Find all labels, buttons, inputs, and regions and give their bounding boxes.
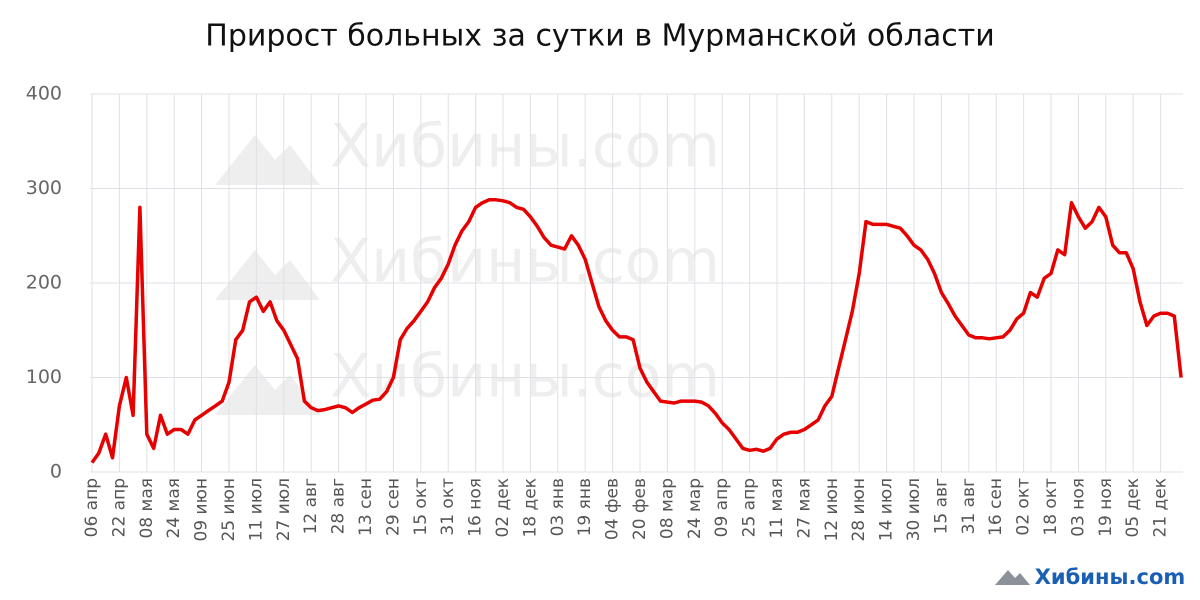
logo-icon	[995, 570, 1030, 585]
x-tick-label: 11 мая	[767, 478, 787, 539]
x-tick-label: 27 мая	[794, 478, 814, 539]
x-tick-label: 19 ноя	[1096, 478, 1116, 537]
x-tick-label: 13 сен	[356, 478, 376, 536]
line	[90, 198, 1183, 464]
x-tick-label: 08 мая	[137, 478, 157, 539]
y-tick-label: 0	[50, 461, 62, 483]
watermark: Хибины.com	[330, 227, 720, 297]
watermark-icon	[215, 365, 320, 415]
x-tick-label: 22 апр	[109, 478, 129, 537]
x-tick-label: 15 авг	[931, 478, 951, 534]
x-tick-label: 16 ноя	[466, 478, 486, 537]
x-tick-label: 31 окт	[438, 478, 458, 536]
x-tick-label: 27 июл	[274, 478, 294, 541]
y-tick-label: 400	[26, 83, 62, 105]
x-tick-label: 18 окт	[1041, 478, 1061, 536]
x-tick-label: 09 июн	[192, 478, 212, 542]
y-tick-label: 200	[26, 272, 62, 294]
x-tick-label: 11 июл	[246, 478, 266, 541]
watermark: Хибины.com	[330, 112, 720, 182]
x-tick-label: 04 фев	[603, 478, 623, 540]
x-tick-label: 18 дек	[520, 478, 540, 538]
y-tick-label: 300	[26, 177, 62, 199]
x-tick-label: 24 мар	[685, 478, 705, 539]
x-tick-label: 12 авг	[301, 478, 321, 534]
x-tick-label: 25 апр	[740, 478, 760, 537]
x-tick-label: 30 июл	[904, 478, 924, 541]
x-tick-label: 08 мар	[657, 478, 677, 539]
x-tick-label: 24 мая	[164, 478, 184, 539]
watermarks	[215, 135, 320, 415]
x-tick-label: 25 июн	[219, 478, 239, 542]
x-tick-label: 29 сен	[383, 478, 403, 536]
y-tick-label: 100	[26, 366, 62, 388]
x-tick-label: 19 янв	[575, 478, 595, 536]
chart-title: Прирост больных за сутки в Мурманской об…	[205, 19, 994, 54]
x-tick-label: 21 дек	[1151, 478, 1171, 538]
x-tick-label: 09 апр	[712, 478, 732, 537]
x-tick-label: 14 июл	[877, 478, 897, 541]
x-tick-label: 02 дек	[493, 478, 513, 538]
watermark-icon	[215, 135, 320, 185]
x-tick-label: 03 янв	[548, 478, 568, 536]
x-tick-label: 03 ноя	[1068, 478, 1088, 537]
x-tick-label: 06 апр	[82, 478, 102, 537]
watermark-icon	[215, 250, 320, 300]
x-tick-label: 20 фев	[630, 478, 650, 540]
x-tick-label: 28 авг	[329, 478, 349, 534]
x-tick-label: 16 сен	[986, 478, 1006, 536]
x-tick-label: 05 дек	[1123, 478, 1143, 538]
x-tick-label: 02 окт	[1014, 478, 1034, 536]
x-tick-label: 28 июн	[849, 478, 869, 542]
x-tick-label: 15 окт	[411, 478, 431, 536]
x-tick-label: 31 авг	[959, 478, 979, 534]
logo: Хибины.com	[1035, 565, 1186, 589]
x-tick-label: 12 июн	[822, 478, 842, 542]
